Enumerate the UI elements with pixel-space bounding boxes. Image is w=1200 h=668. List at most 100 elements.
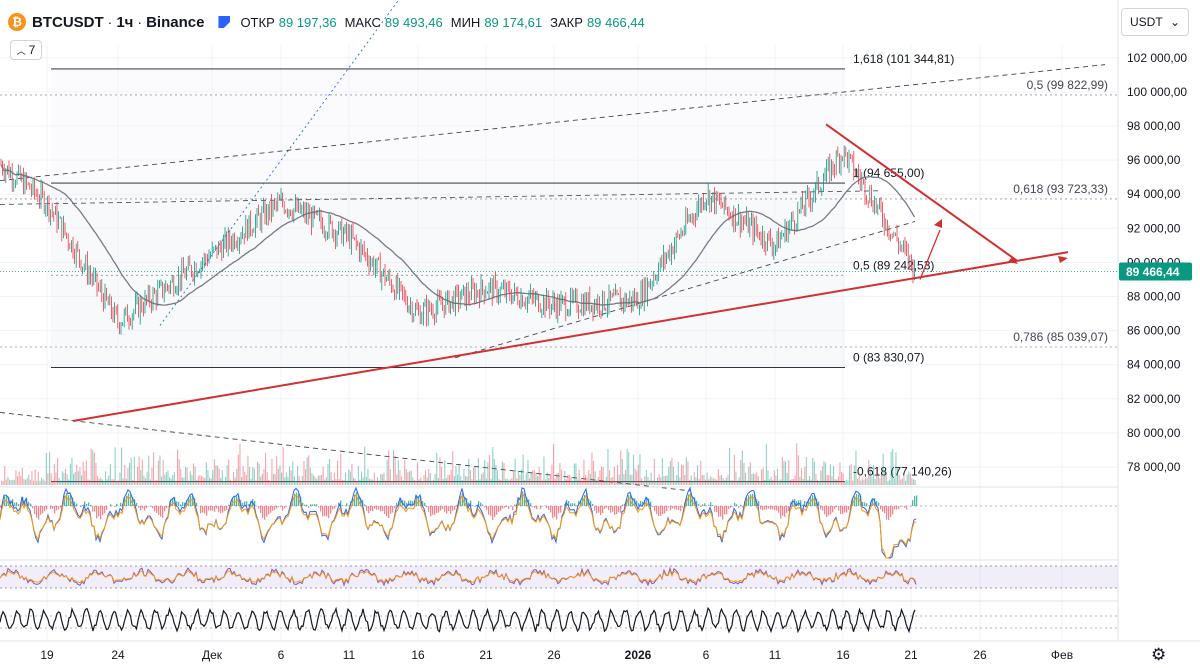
volume-bar	[548, 477, 550, 485]
symbol-name[interactable]: BTCUSDT	[32, 13, 104, 31]
histogram-bar	[568, 501, 570, 506]
volume-bar	[730, 480, 732, 485]
histogram-bar	[636, 500, 638, 506]
volume-bar	[306, 457, 308, 485]
volume-bar	[849, 465, 851, 485]
timeframe[interactable]: 1ч	[116, 13, 134, 31]
volume-bar	[717, 469, 719, 485]
volume-bar	[285, 472, 287, 485]
histogram-bar	[672, 506, 674, 509]
volume-bar	[330, 472, 332, 485]
histogram-bar	[80, 506, 82, 507]
volume-bar	[197, 476, 199, 485]
volume-bar	[215, 464, 217, 485]
histogram-bar	[508, 506, 510, 509]
volume-bar	[842, 473, 844, 485]
volume-bar	[729, 447, 731, 485]
histogram-bar	[386, 506, 388, 517]
volume-bar	[655, 480, 657, 485]
volume-bar	[490, 478, 492, 485]
volume-bar	[186, 467, 188, 485]
volume-bar	[914, 479, 916, 485]
volume-bar	[530, 471, 532, 485]
volume-bar	[753, 473, 755, 485]
volume-bar	[700, 460, 702, 485]
histogram-bar	[126, 495, 128, 506]
support-trendline	[72, 251, 1069, 422]
volume-bar	[252, 467, 254, 485]
histogram-bar	[868, 505, 870, 506]
price-axis-bg	[1118, 0, 1200, 668]
volume-bar	[44, 480, 46, 485]
histogram-bar	[656, 506, 658, 514]
histogram-bar	[450, 506, 452, 514]
histogram-bar	[728, 506, 730, 510]
volume-bar	[401, 476, 403, 485]
volume-bar	[393, 450, 395, 485]
volume-bar	[292, 461, 294, 485]
histogram-bar	[916, 495, 918, 506]
histogram-bar	[100, 506, 102, 520]
volume-bar	[194, 466, 196, 485]
volume-bar	[266, 471, 268, 485]
volume-bar	[781, 457, 783, 485]
histogram-bar	[186, 499, 188, 506]
volume-bar	[441, 467, 443, 485]
volume-bar	[524, 479, 526, 485]
histogram-bar	[540, 506, 542, 509]
volume-bar	[514, 458, 516, 485]
volume-bar	[412, 477, 414, 485]
volume-bar	[805, 457, 807, 485]
volume-bar	[660, 477, 662, 485]
volume-bar	[82, 461, 84, 485]
volume-bar	[818, 480, 820, 485]
volume-bar	[629, 475, 631, 485]
volume-bar	[509, 479, 511, 485]
volume-bar	[780, 479, 782, 485]
volume-bar	[506, 478, 508, 485]
volume-bar	[892, 448, 894, 485]
volume-bar	[847, 480, 849, 485]
volume-bar	[199, 474, 201, 485]
gear-icon[interactable]: ⚙	[1151, 645, 1167, 664]
histogram-bar	[680, 506, 682, 512]
volume-bar	[772, 479, 774, 485]
volume-bar	[529, 478, 531, 485]
volume-bar	[597, 476, 599, 485]
volume-bar	[601, 466, 603, 485]
histogram-bar	[388, 506, 390, 519]
volume-bar	[516, 478, 518, 485]
volume-bar	[55, 472, 57, 485]
histogram-bar	[428, 506, 430, 512]
indicators-toggle-button[interactable]: ︿ 7	[10, 40, 42, 60]
volume-bar	[740, 460, 742, 485]
histogram-bar	[232, 497, 234, 506]
volume-bar	[92, 450, 94, 485]
histogram-bar	[342, 505, 344, 506]
histogram-bar	[116, 503, 118, 506]
volume-bar	[770, 476, 772, 485]
price-tick-label: 88 000,00	[1127, 290, 1181, 304]
histogram-bar	[376, 506, 378, 510]
histogram-bar	[802, 504, 804, 506]
volume-bar	[20, 476, 22, 485]
histogram-bar	[128, 493, 130, 506]
volume-bar	[580, 479, 582, 485]
volume-bar	[413, 480, 415, 485]
histogram-bar	[156, 506, 158, 513]
histogram-bar	[624, 503, 626, 506]
histogram-bar	[622, 504, 624, 506]
currency-select[interactable]: USDT ⌄	[1121, 8, 1189, 36]
volume-bar	[300, 480, 302, 485]
lower-dashed-line	[0, 411, 691, 492]
histogram-bar	[628, 495, 630, 506]
volume-bar	[695, 476, 697, 485]
histogram-bar	[502, 506, 504, 509]
volume-bar	[793, 479, 795, 485]
fib-level-label: 1,618 (101 344,81)	[853, 52, 954, 66]
histogram-bar	[44, 506, 46, 512]
price-tick-label: 78 000,00	[1127, 460, 1181, 474]
histogram-bar	[708, 504, 710, 506]
volume-bar	[76, 464, 78, 485]
